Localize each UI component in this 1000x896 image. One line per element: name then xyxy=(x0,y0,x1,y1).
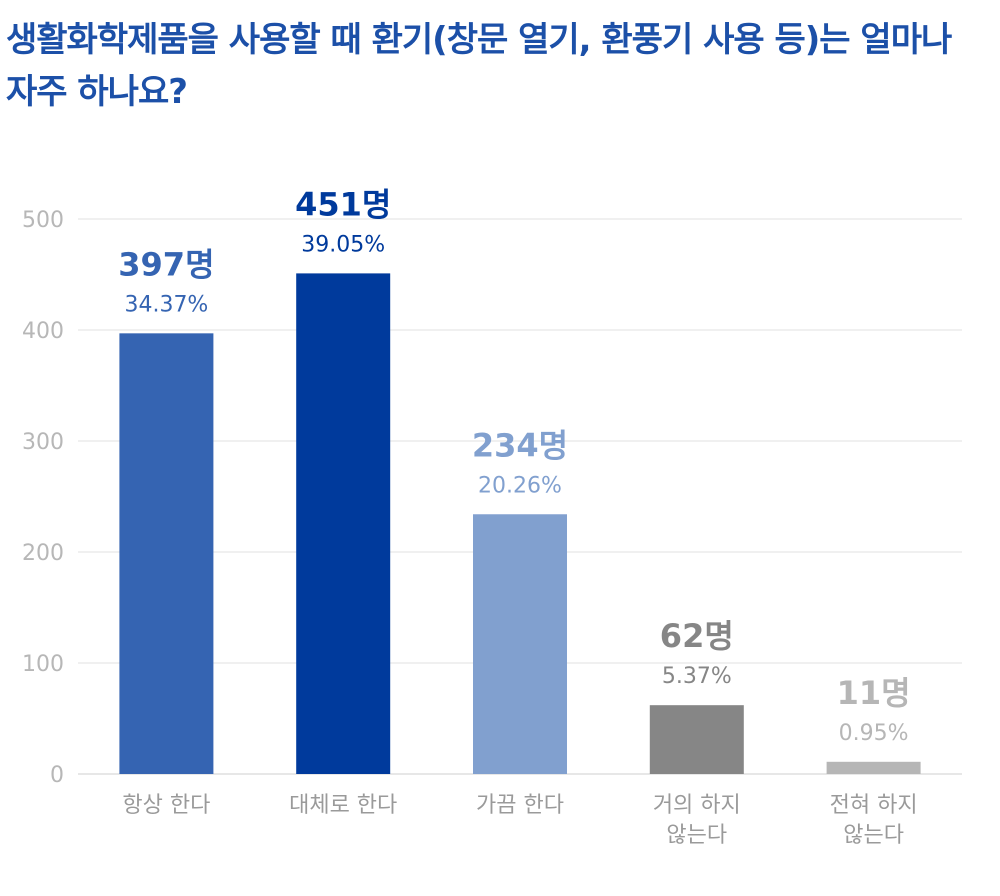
bar-count-label: 397명 xyxy=(118,245,214,283)
bar xyxy=(826,761,921,774)
x-category-label: 가끔 한다 xyxy=(476,793,564,818)
bar xyxy=(296,273,391,774)
bar-percent-label: 34.37% xyxy=(124,292,208,317)
y-tick-label: 0 xyxy=(50,763,64,788)
bar-count-label: 62명 xyxy=(660,617,734,655)
bar-count-label: 234명 xyxy=(472,426,568,464)
bar-count-label: 11명 xyxy=(837,674,911,712)
y-tick-label: 300 xyxy=(22,430,64,455)
bar-percent-label: 5.37% xyxy=(662,664,732,689)
y-tick-label: 100 xyxy=(22,652,64,677)
x-category-label: 대체로 한다 xyxy=(289,793,397,818)
bar xyxy=(649,705,744,774)
x-category-label: 않는다 xyxy=(843,823,904,848)
bar-percent-label: 20.26% xyxy=(478,473,562,498)
x-category-label: 거의 하지 xyxy=(653,793,741,818)
y-tick-label: 400 xyxy=(22,319,64,344)
x-category-label: 않는다 xyxy=(666,823,727,848)
chart-title: 생활화학제품을 사용할 때 환기(창문 열기, 환풍기 사용 등)는 얼마나 자… xyxy=(6,20,952,112)
bars xyxy=(119,273,921,774)
data-labels: 397명 34.37% 451명 39.05% 234명 20.26% 62명 5.37% 11… xyxy=(118,185,910,745)
y-axis-ticks: 0 100 200 300 400 500 xyxy=(22,208,64,788)
y-tick-label: 200 xyxy=(22,541,64,566)
bar-count-label: 451명 xyxy=(295,185,391,223)
bar xyxy=(473,514,567,774)
bar xyxy=(119,333,214,774)
x-category-label: 항상 한다 xyxy=(122,793,210,818)
bar-percent-label: 0.95% xyxy=(839,721,909,746)
x-category-label: 전혀 하지 xyxy=(830,793,918,818)
y-tick-label: 500 xyxy=(22,208,64,233)
bar-percent-label: 39.05% xyxy=(301,232,385,257)
